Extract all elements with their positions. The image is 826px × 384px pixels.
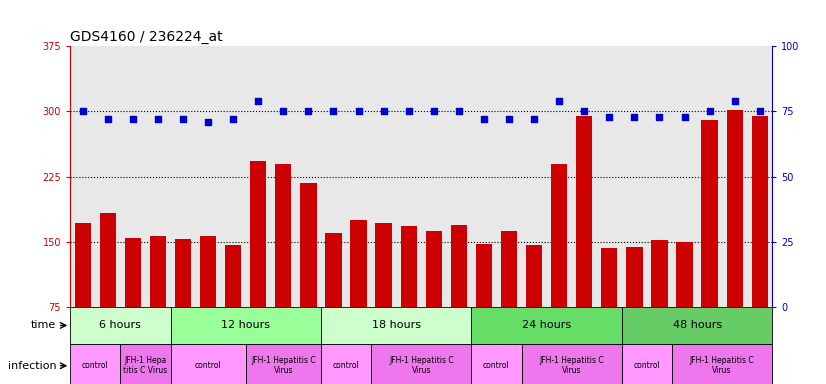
Bar	[175, 239, 191, 307]
Bar	[74, 223, 91, 307]
Bar	[100, 213, 116, 307]
Bar	[526, 245, 542, 307]
Bar	[401, 226, 417, 307]
Bar	[476, 244, 492, 307]
Bar	[301, 183, 316, 307]
Bar	[622, 307, 772, 344]
Point	[327, 108, 340, 114]
Point	[678, 114, 691, 120]
Bar	[125, 238, 141, 307]
Point	[402, 108, 415, 114]
Bar	[321, 307, 472, 344]
Bar	[225, 245, 241, 307]
Point	[352, 108, 365, 114]
Text: 6 hours: 6 hours	[99, 320, 141, 331]
Bar	[200, 236, 216, 307]
Point	[126, 116, 140, 122]
Point	[603, 114, 616, 120]
Point	[427, 108, 440, 114]
Bar	[321, 344, 371, 384]
Bar	[501, 232, 517, 307]
Text: control: control	[483, 361, 510, 370]
Point	[151, 116, 164, 122]
Point	[728, 98, 741, 104]
Bar	[246, 344, 321, 384]
Bar	[672, 344, 772, 384]
Text: infection: infection	[7, 361, 56, 371]
Text: 48 hours: 48 hours	[672, 320, 722, 331]
Point	[277, 108, 290, 114]
Text: control: control	[634, 361, 660, 370]
Text: 18 hours: 18 hours	[372, 320, 420, 331]
Point	[502, 116, 515, 122]
Bar	[676, 242, 693, 307]
Point	[703, 108, 716, 114]
Point	[577, 108, 591, 114]
Bar	[576, 116, 592, 307]
Point	[653, 114, 666, 120]
Bar	[521, 344, 622, 384]
Bar	[70, 307, 170, 344]
Bar	[150, 236, 166, 307]
Bar	[275, 164, 292, 307]
Point	[528, 116, 541, 122]
Text: GDS4160 / 236224_at: GDS4160 / 236224_at	[70, 30, 223, 44]
Bar	[325, 233, 342, 307]
Point	[377, 108, 390, 114]
Bar	[451, 225, 467, 307]
Text: 12 hours: 12 hours	[221, 320, 270, 331]
Point	[252, 98, 265, 104]
Bar	[626, 247, 643, 307]
Text: 24 hours: 24 hours	[522, 320, 572, 331]
Point	[226, 116, 240, 122]
Bar	[425, 231, 442, 307]
Bar	[601, 248, 618, 307]
Bar	[170, 307, 321, 344]
Point	[177, 116, 190, 122]
Bar	[652, 240, 667, 307]
Point	[102, 116, 115, 122]
Point	[628, 114, 641, 120]
Point	[753, 108, 767, 114]
Bar	[727, 109, 743, 307]
Text: control: control	[195, 361, 221, 370]
Bar	[376, 223, 392, 307]
Text: control: control	[333, 361, 359, 370]
Text: JFH-1 Hepatitis C
Virus: JFH-1 Hepatitis C Virus	[389, 356, 453, 376]
Bar	[350, 220, 367, 307]
Text: JFH-1 Hepatitis C
Virus: JFH-1 Hepatitis C Virus	[251, 356, 316, 376]
Bar	[371, 344, 472, 384]
Point	[76, 108, 89, 114]
Point	[453, 108, 466, 114]
Text: JFH-1 Hepa
titis C Virus: JFH-1 Hepa titis C Virus	[123, 356, 168, 376]
Bar	[701, 120, 718, 307]
Bar	[551, 164, 567, 307]
Bar	[472, 307, 622, 344]
Bar	[250, 161, 267, 307]
Text: JFH-1 Hepatitis C
Virus: JFH-1 Hepatitis C Virus	[539, 356, 604, 376]
Bar	[472, 344, 521, 384]
Point	[553, 98, 566, 104]
Text: JFH-1 Hepatitis C
Virus: JFH-1 Hepatitis C Virus	[690, 356, 754, 376]
Bar	[121, 344, 170, 384]
Bar	[170, 344, 246, 384]
Point	[301, 108, 315, 114]
Bar	[622, 344, 672, 384]
Point	[477, 116, 491, 122]
Bar	[70, 344, 121, 384]
Text: control: control	[82, 361, 109, 370]
Bar	[752, 116, 768, 307]
Text: time: time	[31, 320, 56, 331]
Point	[202, 119, 215, 125]
